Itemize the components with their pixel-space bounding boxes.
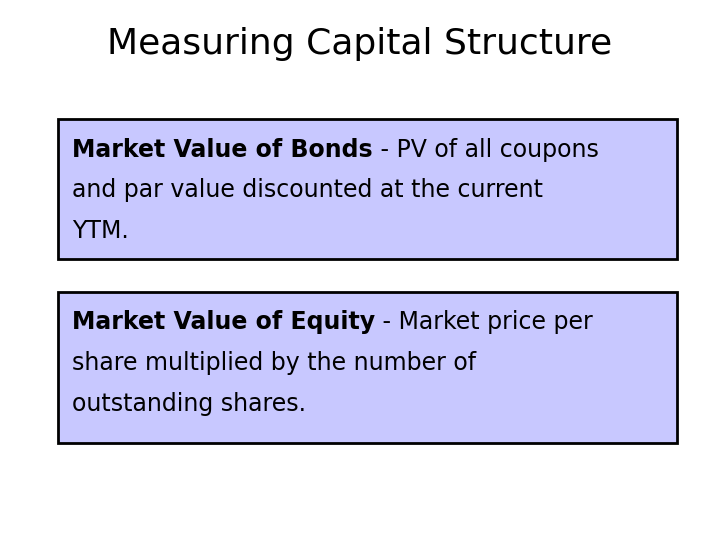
Text: Measuring Capital Structure: Measuring Capital Structure — [107, 27, 613, 61]
Text: - PV of all coupons: - PV of all coupons — [373, 138, 598, 161]
Bar — [58, 119, 677, 259]
Text: - Market price per: - Market price per — [375, 310, 593, 334]
Text: and par value discounted at the current: and par value discounted at the current — [72, 178, 543, 202]
Text: Market Value of Equity: Market Value of Equity — [72, 310, 375, 334]
Bar — [58, 292, 677, 443]
Text: Market Value of Bonds: Market Value of Bonds — [72, 138, 373, 161]
Text: YTM.: YTM. — [72, 219, 129, 242]
Text: outstanding shares.: outstanding shares. — [72, 392, 306, 415]
Text: share multiplied by the number of: share multiplied by the number of — [72, 351, 476, 375]
